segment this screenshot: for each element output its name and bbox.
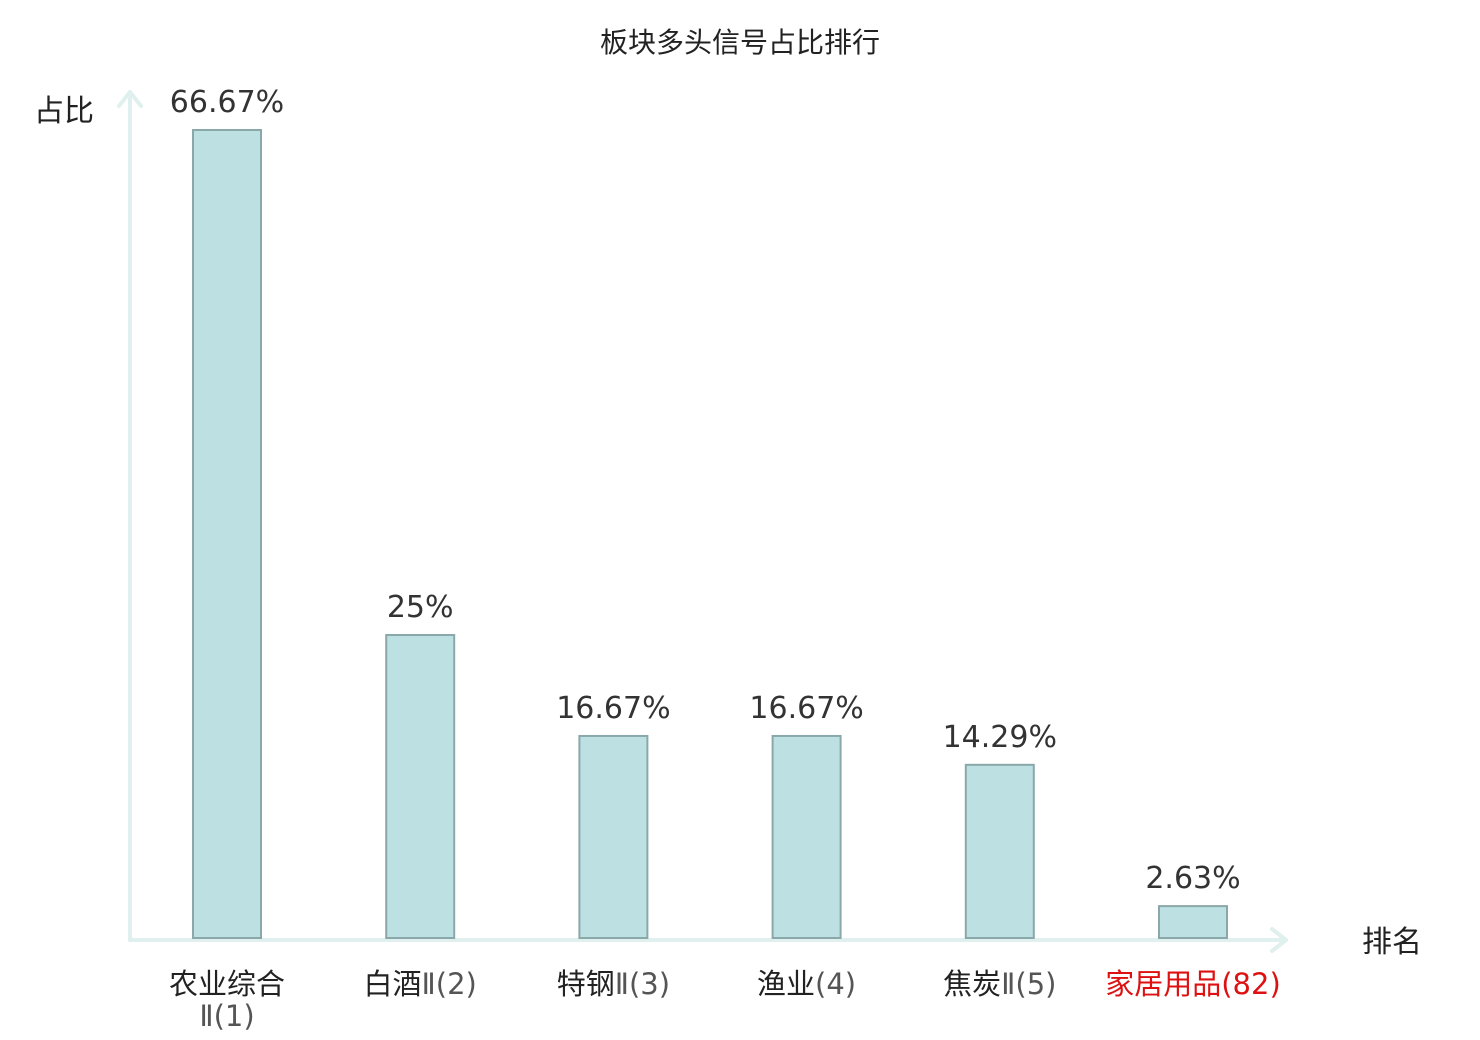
bar bbox=[385, 634, 456, 939]
category-label: 渔业(4) bbox=[757, 967, 856, 1001]
bar-value-label: 16.67% bbox=[556, 691, 670, 726]
bar-value-label: 16.67% bbox=[749, 691, 863, 726]
category-label: 农业综合 bbox=[169, 967, 285, 1001]
bar bbox=[578, 734, 649, 940]
bar-value-label: 2.63% bbox=[1145, 861, 1240, 896]
x-axis-label: 排名 bbox=[1362, 925, 1422, 960]
bar-value-label: 66.67% bbox=[170, 85, 284, 120]
x-axis: 排名 bbox=[128, 925, 1422, 960]
category-label: 焦炭Ⅱ(5) bbox=[943, 967, 1056, 1001]
bar bbox=[964, 763, 1035, 939]
bar-value-label: 25% bbox=[387, 590, 454, 625]
bar-value-label: 14.29% bbox=[943, 720, 1057, 755]
chart-title: 板块多头信号占比排行 bbox=[600, 26, 880, 59]
bar bbox=[1158, 905, 1228, 939]
bar bbox=[192, 129, 262, 939]
x-axis-arrow bbox=[1270, 927, 1288, 953]
category-label: 白酒Ⅱ(2) bbox=[364, 967, 477, 1001]
bar bbox=[771, 734, 842, 940]
y-axis-arrow bbox=[117, 90, 143, 108]
category-label: 特钢Ⅱ(3) bbox=[557, 967, 670, 1001]
y-axis-label: 占比 bbox=[34, 94, 94, 129]
y-axis: 占比 bbox=[34, 90, 143, 942]
category-rank-label: Ⅱ(1) bbox=[199, 999, 254, 1033]
category-label: 家居用品(82) bbox=[1105, 967, 1281, 1001]
